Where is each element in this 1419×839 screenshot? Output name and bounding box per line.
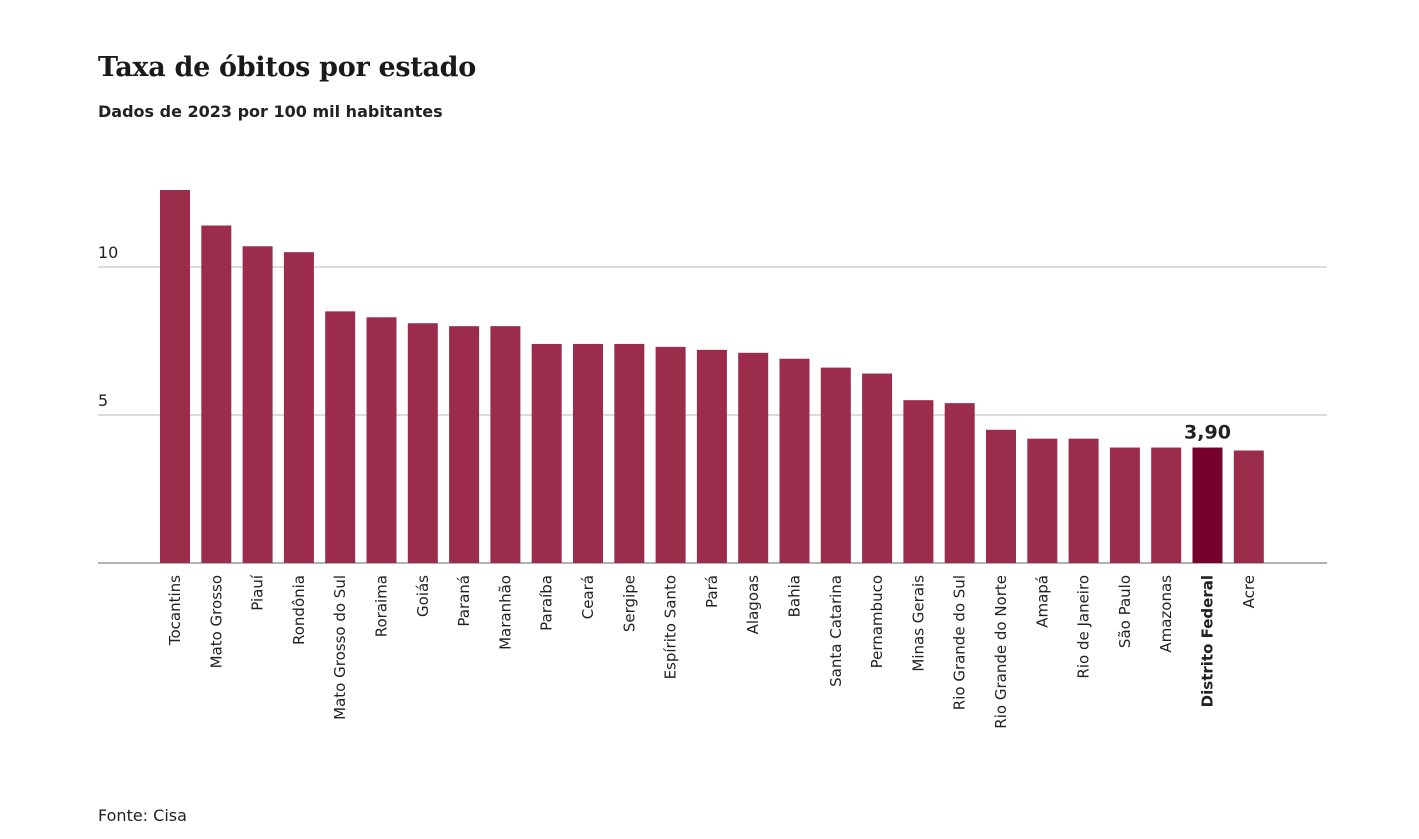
bar (407, 323, 438, 563)
bar-layer: 3,90 (160, 190, 1264, 563)
bar (160, 190, 190, 563)
bar (1109, 447, 1140, 563)
x-tick-label: Bahia (786, 575, 804, 617)
bar (531, 343, 562, 563)
x-tick-label: Ceará (579, 575, 597, 619)
bar (779, 358, 810, 563)
data-label: 3,90 (1184, 422, 1231, 444)
y-tick-label: 10 (98, 243, 118, 262)
bar (820, 367, 851, 563)
bar (573, 343, 603, 563)
x-tick-label: Pernambuco (868, 575, 886, 668)
chart-subtitle: Dados de 2023 por 100 mil habitantes (98, 102, 443, 121)
x-tick-label: Maranhão (496, 575, 514, 650)
x-tick-label: Rondônia (290, 575, 308, 645)
bar (986, 429, 1016, 563)
bar (283, 252, 314, 563)
bar-highlight (1192, 447, 1223, 563)
bar (366, 317, 397, 563)
bar (242, 246, 273, 563)
x-tick-label: Piauí (249, 574, 267, 611)
x-tick-label: Rio Grande do Norte (992, 575, 1010, 729)
x-tick-label: Paraíba (538, 575, 556, 631)
bar (201, 225, 232, 563)
y-tick-label: 5 (98, 391, 108, 410)
x-tick-label: Espírito Santo (662, 575, 680, 679)
x-tick-label: Amapá (1033, 575, 1051, 628)
x-tick-label: Paraná (455, 575, 473, 627)
x-tick-label: Acre (1240, 575, 1258, 608)
bar (1068, 438, 1099, 563)
bar (696, 349, 727, 563)
x-tick-label: Pará (703, 575, 721, 608)
bar (449, 326, 480, 563)
bar (738, 352, 769, 563)
x-tick-label: Sergipe (620, 575, 638, 632)
bar (944, 403, 975, 563)
bar (903, 400, 934, 563)
x-tick-label: São Paulo (1116, 575, 1134, 648)
x-tick-label: Tocantins (166, 575, 184, 646)
x-tick-label: Rio de Janeiro (1075, 575, 1093, 679)
bar (490, 326, 521, 563)
x-tick-label: Minas Gerais (909, 575, 927, 672)
bar (655, 346, 686, 563)
x-tick-label: Rio Grande do Sul (951, 575, 969, 710)
x-tick-label: Mato Grosso (207, 575, 225, 668)
bar (1027, 438, 1058, 563)
bar (614, 343, 645, 563)
bar (325, 311, 356, 563)
x-tick-label: Santa Catarina (827, 575, 845, 687)
x-tick-label-layer: Tocantins Mato Grosso Piauí Rondônia Mato Gr… (166, 574, 1258, 729)
bar (862, 373, 893, 563)
x-tick-label: Amazonas (1157, 575, 1175, 653)
x-tick-label: Mato Grosso do Sul (331, 575, 349, 720)
x-tick-label: Roraima (373, 575, 391, 637)
chart-title: Taxa de óbitos por estado (98, 52, 476, 83)
bar (1151, 447, 1182, 563)
x-tick-label: Goiás (414, 575, 432, 617)
x-tick-label: Alagoas (744, 575, 762, 635)
source-note: Fonte: Cisa (98, 806, 187, 825)
bar (1233, 450, 1264, 563)
x-tick-label: Distrito Federal (1199, 575, 1217, 707)
